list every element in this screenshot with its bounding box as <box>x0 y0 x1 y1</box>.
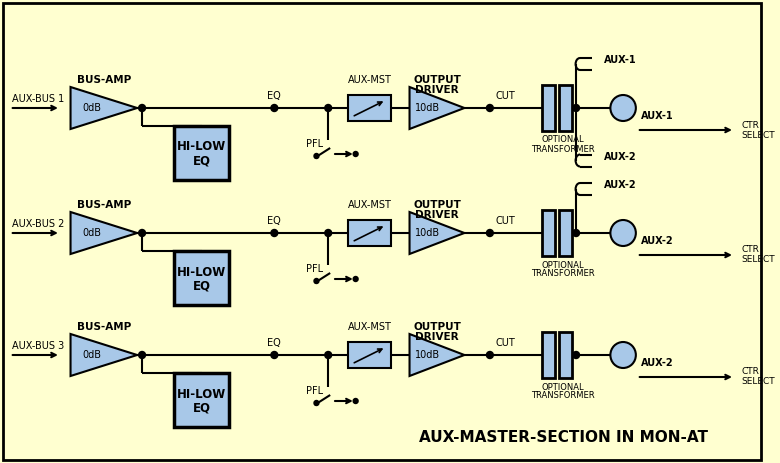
Circle shape <box>353 151 358 156</box>
Circle shape <box>139 230 146 237</box>
Circle shape <box>353 399 358 403</box>
Text: AUX-1: AUX-1 <box>640 111 673 121</box>
Text: 0dB: 0dB <box>83 350 101 360</box>
Bar <box>542 332 555 378</box>
Circle shape <box>271 351 278 358</box>
Polygon shape <box>70 334 137 376</box>
Bar <box>559 210 573 256</box>
Text: TRANSFORMER: TRANSFORMER <box>530 392 594 400</box>
Circle shape <box>487 105 493 112</box>
Circle shape <box>314 400 319 406</box>
Text: OPTIONAL: OPTIONAL <box>541 136 583 144</box>
Text: EQ: EQ <box>193 155 211 168</box>
Text: AUX-2: AUX-2 <box>640 358 673 368</box>
Text: OUTPUT: OUTPUT <box>413 200 461 210</box>
Text: BUS-AMP: BUS-AMP <box>76 75 131 85</box>
Text: AUX-BUS 2: AUX-BUS 2 <box>12 219 64 229</box>
Bar <box>348 342 391 368</box>
Text: AUX-MASTER-SECTION IN MON-AT: AUX-MASTER-SECTION IN MON-AT <box>419 431 708 445</box>
Text: CUT: CUT <box>495 338 516 348</box>
Text: EQ: EQ <box>268 338 282 348</box>
Text: OUTPUT: OUTPUT <box>413 322 461 332</box>
Text: AUX-MST: AUX-MST <box>347 200 392 210</box>
Circle shape <box>314 154 319 158</box>
Text: TRANSFORMER: TRANSFORMER <box>530 269 594 279</box>
Bar <box>542 85 555 131</box>
Text: CUT: CUT <box>495 91 516 101</box>
Text: PFL: PFL <box>306 386 323 396</box>
Text: AUX-BUS 3: AUX-BUS 3 <box>12 341 64 351</box>
Text: EQ: EQ <box>193 401 211 414</box>
Text: HI-LOW: HI-LOW <box>177 388 226 400</box>
Text: AUX-1: AUX-1 <box>604 55 636 65</box>
Text: CTR: CTR <box>742 120 760 130</box>
Circle shape <box>487 351 493 358</box>
Text: EQ: EQ <box>268 216 282 226</box>
Text: OPTIONAL: OPTIONAL <box>541 261 583 269</box>
Text: PFL: PFL <box>306 139 323 149</box>
Text: 0dB: 0dB <box>83 103 101 113</box>
Text: AUX-BUS 1: AUX-BUS 1 <box>12 94 64 104</box>
Text: OUTPUT: OUTPUT <box>413 75 461 85</box>
Text: SELECT: SELECT <box>742 131 775 139</box>
Text: 0dB: 0dB <box>83 228 101 238</box>
Circle shape <box>573 351 580 358</box>
Polygon shape <box>70 87 137 129</box>
Circle shape <box>324 230 331 237</box>
Text: SELECT: SELECT <box>742 256 775 264</box>
Circle shape <box>314 279 319 283</box>
Text: OPTIONAL: OPTIONAL <box>541 382 583 392</box>
Circle shape <box>139 351 146 358</box>
Circle shape <box>611 95 636 121</box>
Text: BUS-AMP: BUS-AMP <box>76 322 131 332</box>
Text: AUX-2: AUX-2 <box>604 180 636 190</box>
Text: DRIVER: DRIVER <box>415 85 459 95</box>
Circle shape <box>324 351 331 358</box>
Circle shape <box>611 220 636 246</box>
Circle shape <box>271 230 278 237</box>
Circle shape <box>573 105 580 112</box>
Polygon shape <box>410 212 464 254</box>
Text: AUX-MST: AUX-MST <box>347 75 392 85</box>
Text: AUX-2: AUX-2 <box>640 236 673 246</box>
Bar <box>348 95 391 121</box>
Polygon shape <box>410 334 464 376</box>
Text: DRIVER: DRIVER <box>415 210 459 220</box>
Circle shape <box>573 230 580 237</box>
Bar <box>175 251 229 305</box>
Bar <box>559 85 573 131</box>
Polygon shape <box>410 87 464 129</box>
Bar <box>175 126 229 180</box>
Text: BUS-AMP: BUS-AMP <box>76 200 131 210</box>
Text: TRANSFORMER: TRANSFORMER <box>530 144 594 154</box>
Circle shape <box>271 105 278 112</box>
Text: PFL: PFL <box>306 264 323 274</box>
Text: AUX-2: AUX-2 <box>604 151 636 162</box>
Text: CTR: CTR <box>742 245 760 255</box>
Text: HI-LOW: HI-LOW <box>177 265 226 279</box>
Circle shape <box>324 105 331 112</box>
Circle shape <box>611 342 636 368</box>
Bar <box>542 210 555 256</box>
Text: HI-LOW: HI-LOW <box>177 140 226 154</box>
Text: 10dB: 10dB <box>415 103 440 113</box>
Text: CUT: CUT <box>495 216 516 226</box>
Text: DRIVER: DRIVER <box>415 332 459 342</box>
Text: 10dB: 10dB <box>415 350 440 360</box>
Bar <box>348 220 391 246</box>
Circle shape <box>353 276 358 282</box>
Text: 10dB: 10dB <box>415 228 440 238</box>
Text: CTR: CTR <box>742 368 760 376</box>
Bar <box>559 332 573 378</box>
Bar <box>175 373 229 427</box>
Text: EQ: EQ <box>193 280 211 293</box>
Circle shape <box>139 105 146 112</box>
Circle shape <box>487 230 493 237</box>
Text: AUX-MST: AUX-MST <box>347 322 392 332</box>
Polygon shape <box>70 212 137 254</box>
Text: SELECT: SELECT <box>742 377 775 387</box>
Text: EQ: EQ <box>268 91 282 101</box>
